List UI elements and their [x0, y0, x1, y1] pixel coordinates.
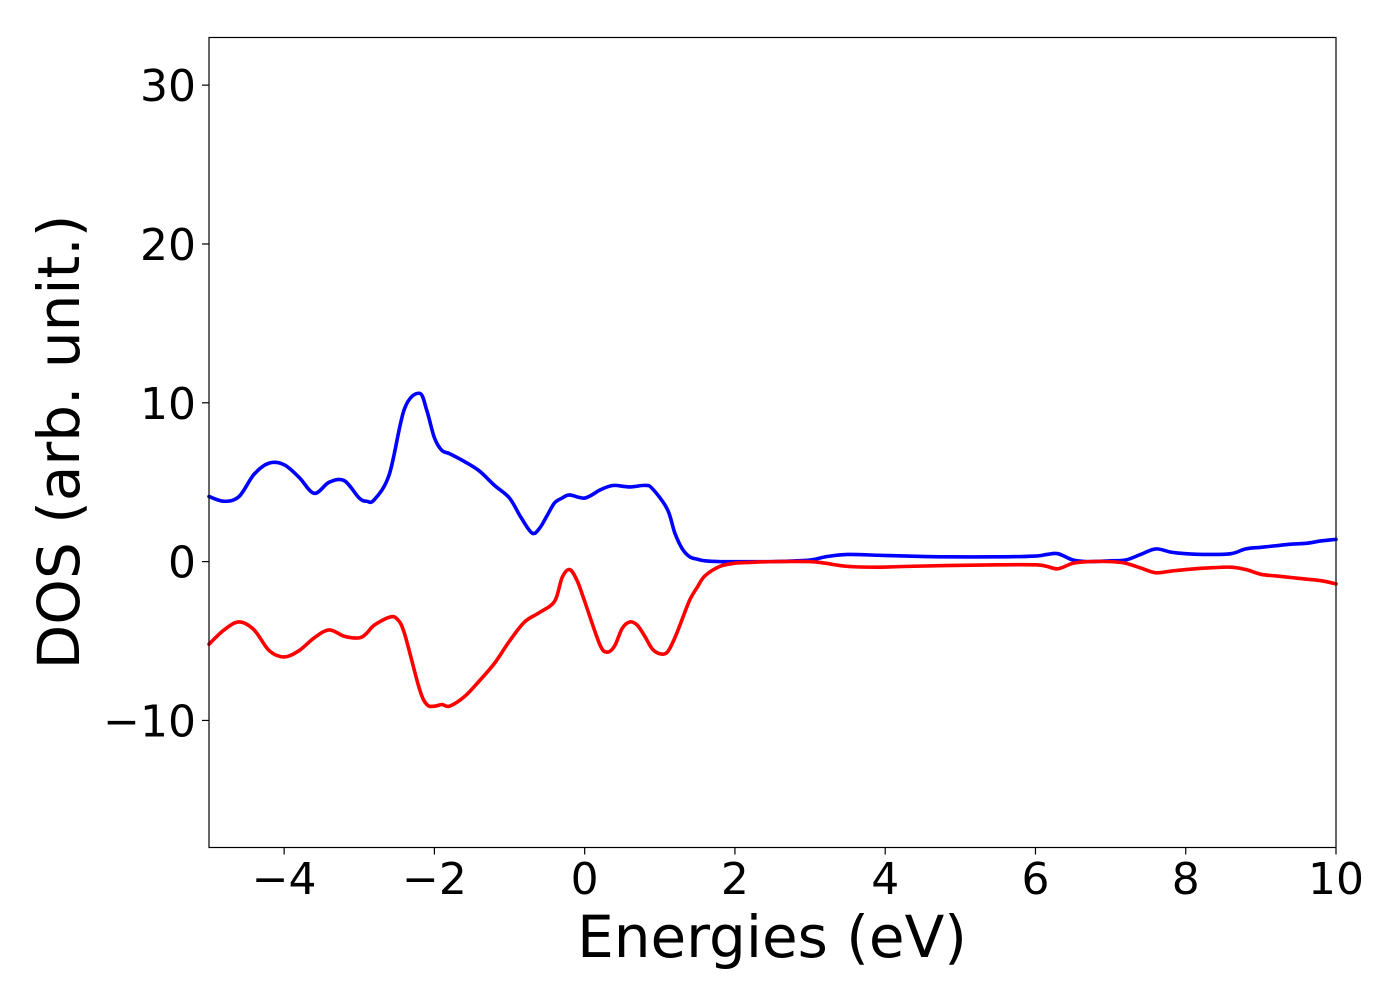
x-axis-label: Energies (eV): [577, 903, 967, 971]
y-tick-label: −10: [103, 696, 196, 747]
y-tick-label: 10: [140, 379, 196, 430]
dos-series-line-2: [207, 559, 1338, 709]
x-tick-label: 0: [571, 854, 599, 905]
x-tick-label: 8: [1172, 854, 1200, 905]
x-tick-label: −4: [252, 854, 317, 905]
plot-frame: [208, 36, 1337, 849]
y-tick-label: 0: [168, 538, 196, 589]
x-axis-ticks: −4 −2 0 2 4 6 8 10: [252, 847, 1364, 905]
y-axis-label: DOS (arb. unit.): [25, 215, 93, 670]
y-axis-ticks: −10 0 10 20 30: [103, 61, 209, 747]
x-tick-label: 4: [871, 854, 899, 905]
dos-series-line-1: [207, 391, 1338, 564]
y-tick-label: 20: [140, 220, 196, 271]
x-tick-label: 2: [721, 854, 749, 905]
x-tick-label: 6: [1021, 854, 1049, 905]
x-tick-label: −2: [402, 854, 467, 905]
plot-area: [207, 391, 1338, 709]
x-tick-label: 10: [1308, 854, 1364, 905]
y-tick-label: 30: [140, 61, 196, 112]
